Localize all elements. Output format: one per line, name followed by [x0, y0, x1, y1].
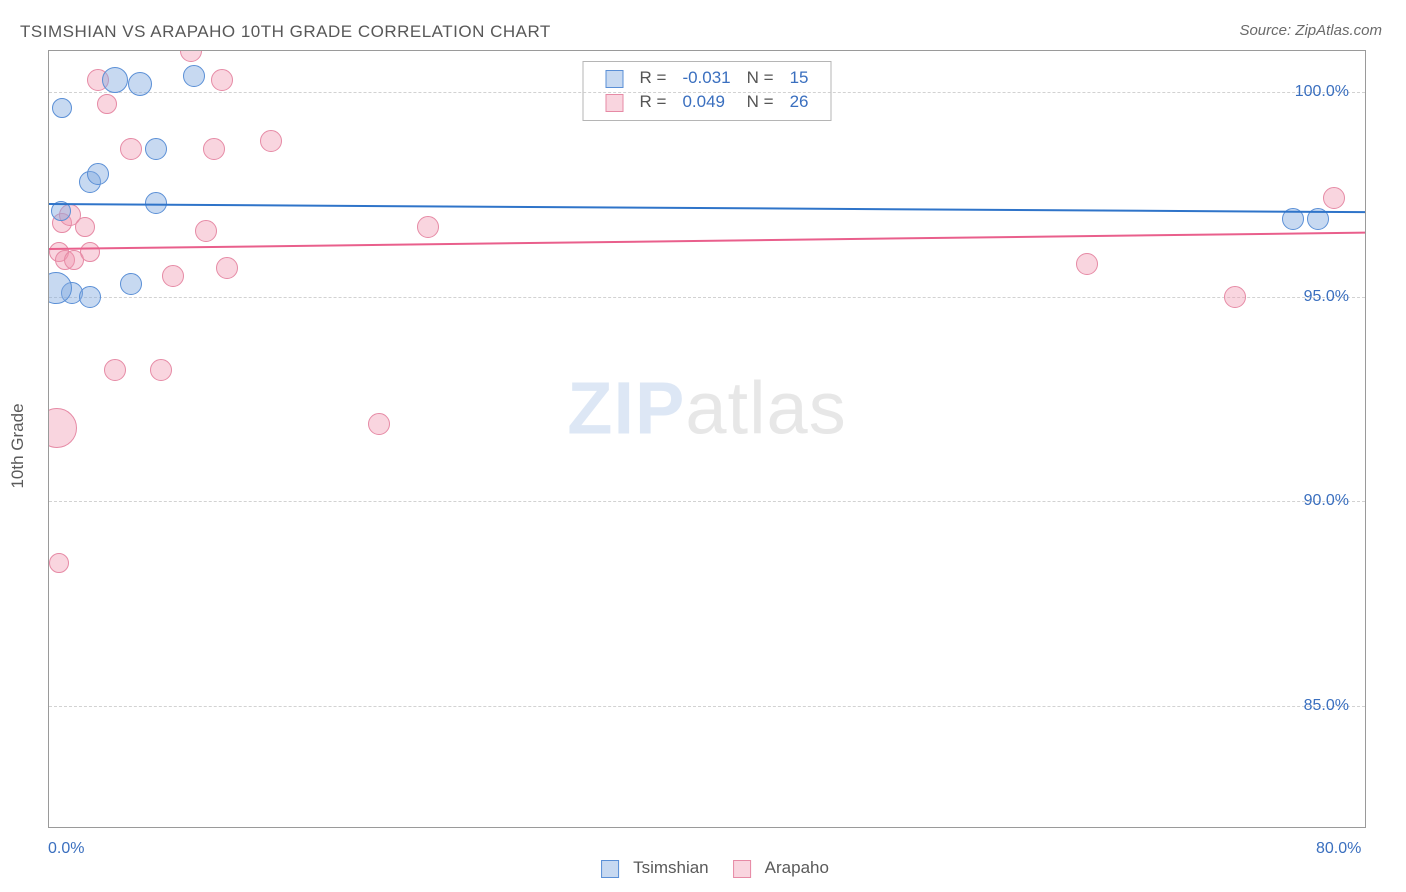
- x-tick: [131, 827, 132, 828]
- y-axis-label: 10th Grade: [8, 403, 28, 488]
- x-tick: [461, 827, 462, 828]
- arapaho-point: [48, 408, 77, 448]
- arapaho-point: [1076, 253, 1098, 275]
- arapaho-point: [120, 138, 142, 160]
- watermark-part1: ZIP: [567, 366, 685, 449]
- x-axis-end-label: 80.0%: [1316, 840, 1361, 858]
- arapaho-point: [368, 413, 390, 435]
- n-label: N =: [739, 90, 782, 114]
- arapaho-regression-line: [49, 231, 1366, 249]
- series-legend: Tsimshian Arapaho: [577, 858, 829, 878]
- x-tick: [708, 827, 709, 828]
- arapaho-point: [97, 94, 117, 114]
- n-value: 26: [782, 90, 817, 114]
- legend-swatch: [606, 94, 624, 112]
- tsimshian-point: [128, 72, 152, 96]
- grid-line: [49, 92, 1365, 93]
- x-axis-start-label: 0.0%: [48, 840, 84, 858]
- arapaho-point: [75, 217, 95, 237]
- legend-swatch: [606, 70, 624, 88]
- x-tick: [543, 827, 544, 828]
- tsimshian-point: [120, 273, 142, 295]
- x-tick: [626, 827, 627, 828]
- arapaho-point: [162, 265, 184, 287]
- plot-area: ZIPatlas R =-0.031N =15R =0.049N =26 85.…: [48, 50, 1366, 828]
- x-tick: [955, 827, 956, 828]
- legend-label: Tsimshian: [633, 858, 709, 877]
- arapaho-point: [211, 69, 233, 91]
- arapaho-point: [1224, 286, 1246, 308]
- grid-line: [49, 501, 1365, 502]
- legend-swatch: [601, 860, 619, 878]
- watermark: ZIPatlas: [567, 365, 846, 450]
- arapaho-point: [180, 50, 202, 62]
- x-tick: [1038, 827, 1039, 828]
- r-value: -0.031: [674, 66, 738, 90]
- arapaho-point: [104, 359, 126, 381]
- tsimshian-point: [52, 98, 72, 118]
- arapaho-point: [216, 257, 238, 279]
- stats-row: R =-0.031N =15: [598, 66, 817, 90]
- x-tick: [1285, 827, 1286, 828]
- x-tick: [49, 827, 50, 828]
- tsimshian-point: [87, 163, 109, 185]
- x-tick: [1120, 827, 1121, 828]
- tsimshian-regression-line: [49, 203, 1366, 213]
- arapaho-point: [1323, 187, 1345, 209]
- r-label: R =: [632, 90, 675, 114]
- tsimshian-point: [102, 67, 128, 93]
- x-tick: [873, 827, 874, 828]
- n-value: 15: [782, 66, 817, 90]
- chart-title: TSIMSHIAN VS ARAPAHO 10TH GRADE CORRELAT…: [20, 22, 551, 42]
- grid-line: [49, 706, 1365, 707]
- x-tick: [790, 827, 791, 828]
- arapaho-point: [203, 138, 225, 160]
- x-tick: [214, 827, 215, 828]
- arapaho-point: [49, 553, 69, 573]
- stats-row: R =0.049N =26: [598, 90, 817, 114]
- tsimshian-point: [145, 138, 167, 160]
- tsimshian-point: [79, 286, 101, 308]
- tsimshian-point: [145, 192, 167, 214]
- arapaho-point: [80, 242, 100, 262]
- arapaho-point: [417, 216, 439, 238]
- arapaho-point: [195, 220, 217, 242]
- arapaho-point: [150, 359, 172, 381]
- x-tick: [296, 827, 297, 828]
- grid-line: [49, 297, 1365, 298]
- x-tick: [1202, 827, 1203, 828]
- r-label: R =: [632, 66, 675, 90]
- watermark-part2: atlas: [685, 366, 846, 449]
- source-attribution: Source: ZipAtlas.com: [1239, 22, 1382, 39]
- legend-swatch: [733, 860, 751, 878]
- n-label: N =: [739, 66, 782, 90]
- tsimshian-point: [183, 65, 205, 87]
- x-tick: [379, 827, 380, 828]
- arapaho-point: [260, 130, 282, 152]
- legend-label: Arapaho: [765, 858, 829, 877]
- r-value: 0.049: [674, 90, 738, 114]
